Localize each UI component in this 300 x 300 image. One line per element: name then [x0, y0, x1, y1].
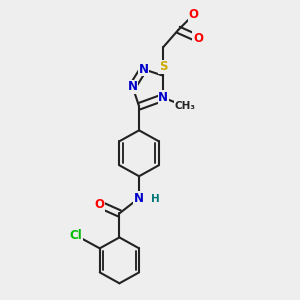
Text: N: N: [128, 80, 137, 93]
Text: O: O: [189, 8, 199, 21]
Text: N: N: [134, 192, 144, 205]
Text: N: N: [138, 63, 148, 76]
Text: O: O: [95, 198, 105, 211]
Text: Cl: Cl: [69, 229, 82, 242]
Text: S: S: [159, 61, 167, 74]
Text: CH₃: CH₃: [175, 101, 196, 111]
Text: O: O: [193, 32, 203, 45]
Text: H: H: [151, 194, 160, 204]
Text: N: N: [158, 91, 168, 104]
